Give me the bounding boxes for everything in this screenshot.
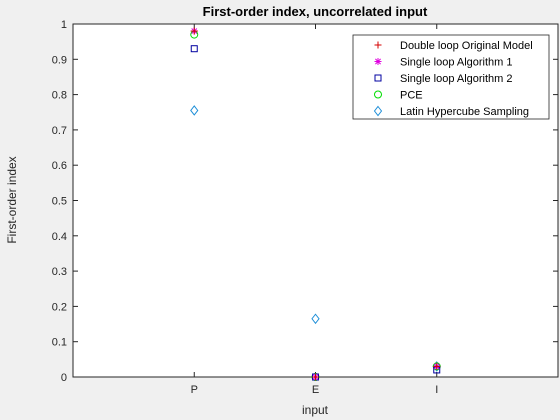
legend-marker: [374, 74, 382, 82]
marker-shape: [190, 105, 199, 116]
legend-marker: [374, 90, 382, 99]
y-tick-label: 0.3: [52, 266, 67, 278]
data-point-square: [190, 45, 198, 53]
marker-shape: [374, 90, 382, 99]
legend-marker: [373, 105, 383, 117]
data-point-diamond: [311, 313, 320, 325]
legend-label: Single loop Algorithm 1: [400, 57, 513, 69]
x-tick-label: E: [312, 384, 319, 396]
legend: Double loop Original Model Single loop Al…: [352, 34, 550, 120]
y-tick-label: 0.6: [52, 160, 67, 172]
x-tick-label: P: [191, 384, 198, 396]
y-tick-label: 0.4: [52, 231, 67, 243]
y-axis-label: First-order index: [5, 156, 19, 243]
marker-stroke: [375, 58, 381, 65]
y-tick-label: 0.2: [52, 301, 67, 313]
y-tick-label: 0.7: [52, 125, 67, 137]
chart-title: First-order index, uncorrelated input: [203, 4, 428, 19]
marker-shape: [432, 361, 441, 372]
legend-marker: [374, 41, 382, 49]
x-axis-label: input: [302, 403, 329, 417]
y-axis: 0 0.1 0.2 0.3 0.4 0.5 0.6 0.7 0.8 0.9 1: [52, 19, 558, 384]
legend-label: Single loop Algorithm 2: [400, 73, 513, 85]
x-tick-label: I: [435, 384, 438, 396]
legend-box: [352, 34, 550, 120]
data-markers: [190, 27, 441, 381]
data-point-diamond: [432, 361, 441, 372]
y-tick-label: 0.5: [52, 196, 67, 208]
marker-shape: [374, 74, 382, 82]
data-point-plus: [312, 373, 319, 381]
y-tick-label: 0.1: [52, 337, 67, 349]
marker-shape: [311, 313, 320, 325]
marker-shape: [190, 45, 198, 53]
y-tick-label: 0.9: [52, 54, 67, 66]
y-tick-label: 0: [61, 372, 67, 384]
marker-shape: [373, 105, 383, 117]
legend-marker: [374, 58, 382, 65]
y-tick-label: 0.8: [52, 90, 67, 102]
data-point-diamond: [190, 105, 199, 116]
legend-label: PCE: [400, 90, 423, 102]
y-tick-label: 1: [61, 19, 67, 31]
data-point-plus: [190, 27, 198, 35]
legend-label: Latin Hypercube Sampling: [400, 106, 529, 118]
legend-label: Double loop Original Model: [400, 40, 533, 52]
data-point-plus: [433, 362, 441, 370]
